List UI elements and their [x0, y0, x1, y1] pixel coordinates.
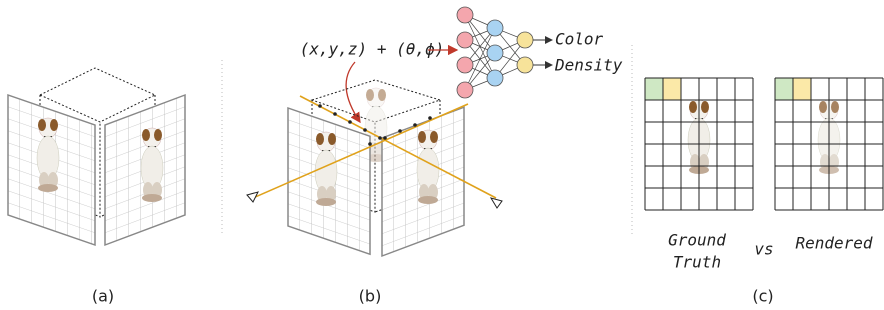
caption: Ground [668, 231, 726, 250]
panel-label: (c) [752, 287, 773, 306]
panel-c: Ground Truth vs Rendered (c) [645, 78, 883, 306]
panel-label: (a) [92, 287, 114, 306]
arrow [346, 62, 360, 122]
panel-b: (x,y,z) + (θ,ϕ) Color Density [247, 7, 623, 306]
network-nodes [457, 7, 533, 98]
dog-image [141, 128, 163, 202]
caption: Rendered [795, 234, 872, 253]
input-label: (x,y,z) + (θ,ϕ) [300, 40, 445, 59]
camera [491, 198, 502, 208]
output-label: Color [555, 30, 604, 49]
dog-image [37, 118, 59, 192]
caption: Truth [673, 253, 721, 272]
figure: (a) (x,y,z) + (θ,ϕ) Color Density [0, 0, 884, 310]
panel-label: (b) [359, 287, 382, 306]
pixel-grid [775, 78, 883, 210]
caption: vs [754, 240, 773, 259]
panel-a: (a) [8, 68, 185, 306]
output-label: Density [554, 56, 623, 75]
pixel-grid [645, 78, 753, 210]
